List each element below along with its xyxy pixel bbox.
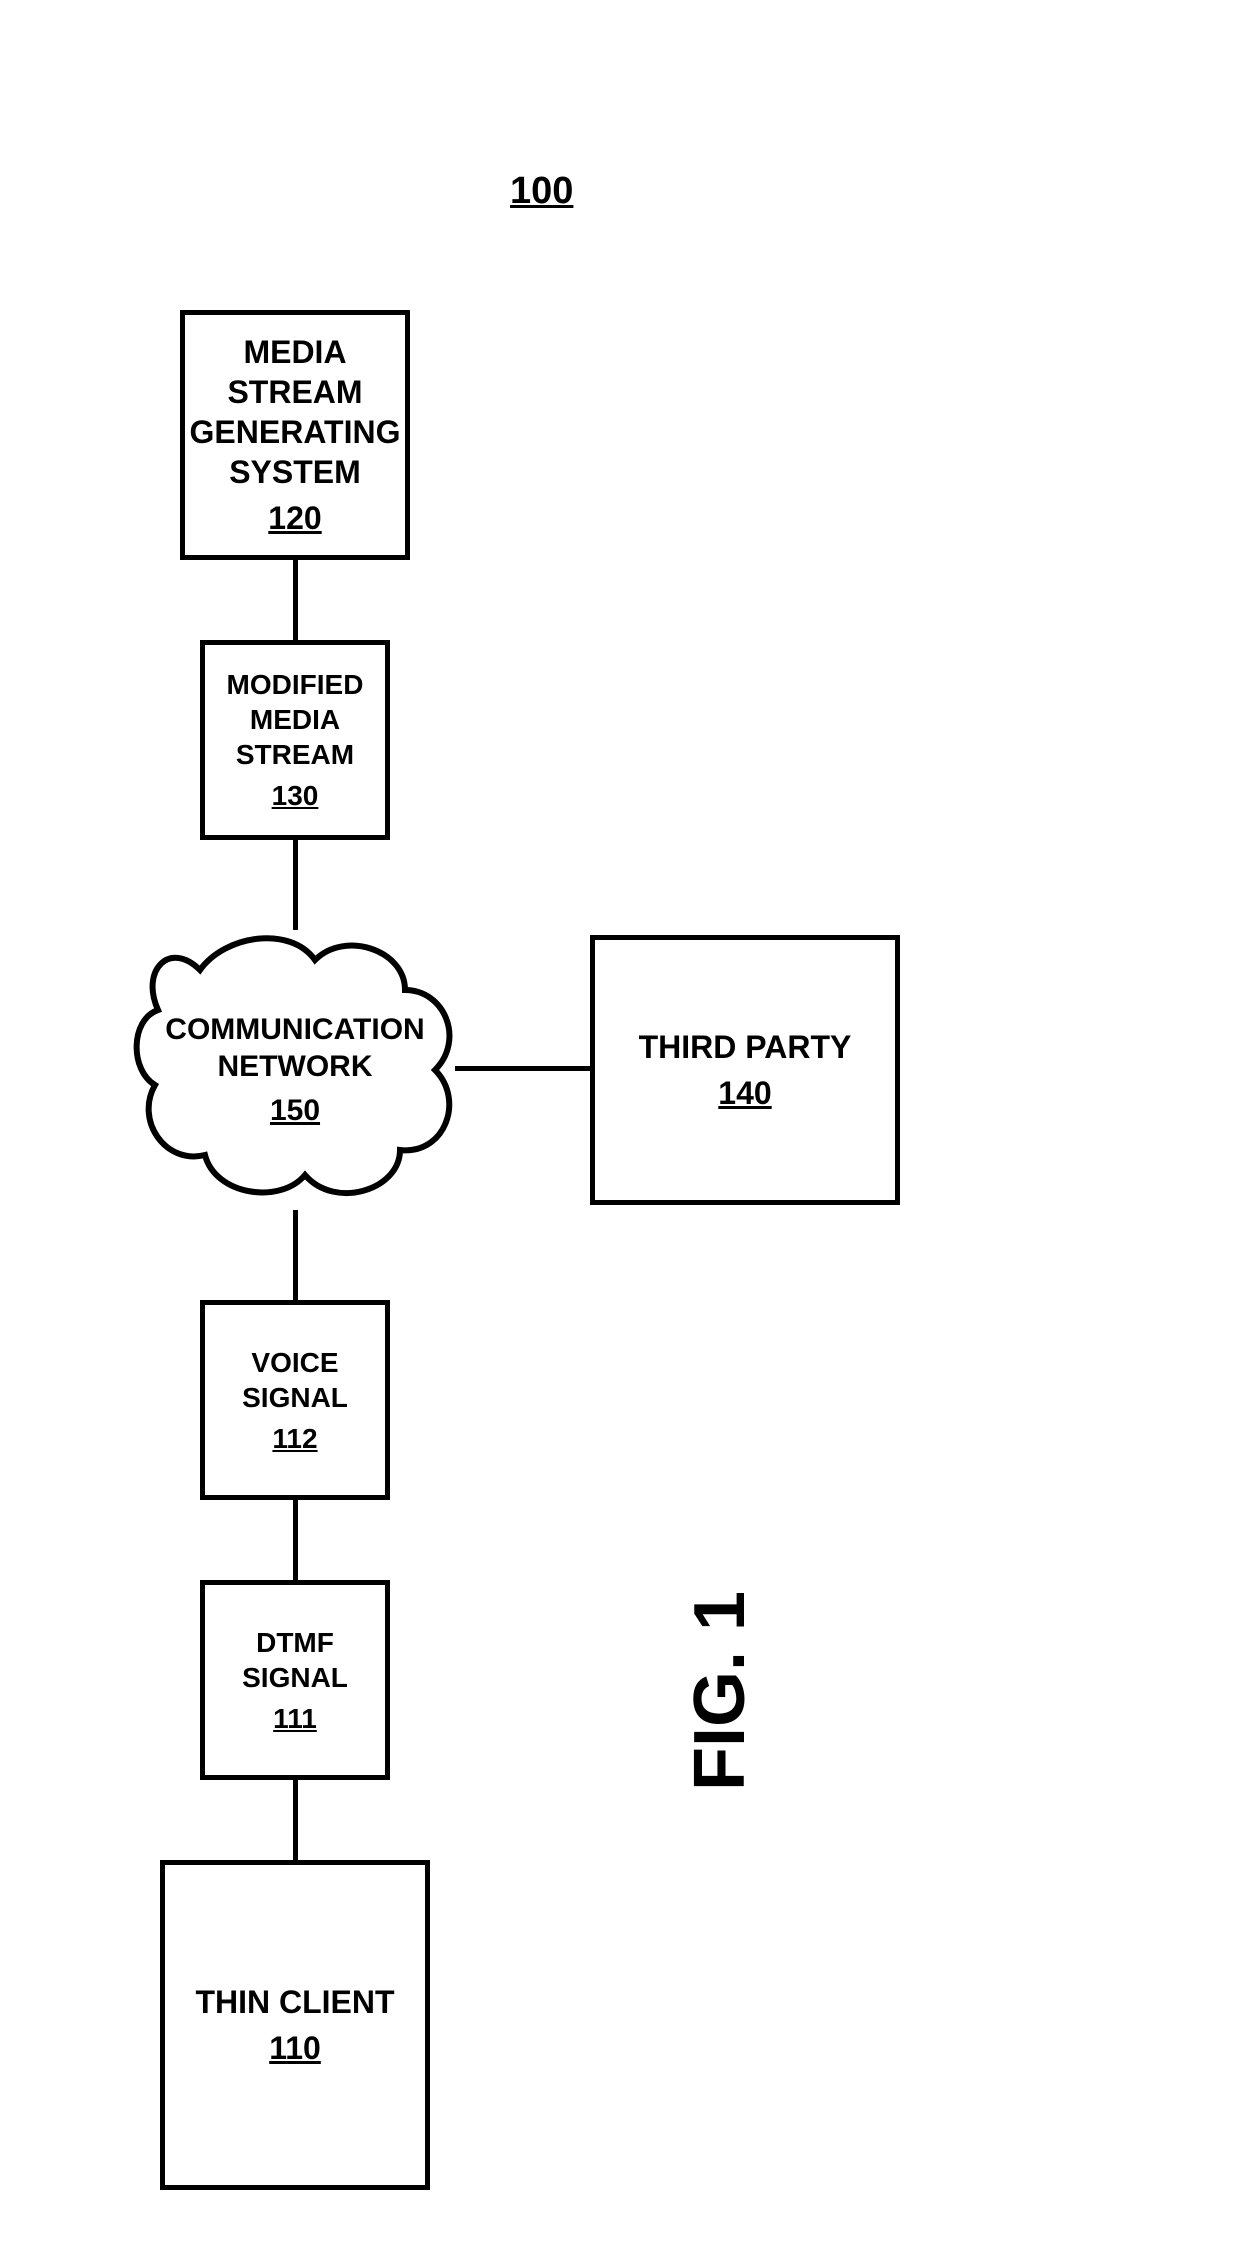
node-number: 112: [272, 1421, 317, 1456]
node-label: THIN CLIENT: [195, 1982, 394, 2022]
edge-cloud-to-third-party: [455, 1066, 590, 1071]
node-label: MEDIASTREAMGENERATINGSYSTEM: [190, 332, 401, 492]
edge-voice-to-dtmf: [293, 1500, 298, 1580]
edge-dtmf-to-thin-client: [293, 1780, 298, 1860]
node-number: 110: [269, 2028, 321, 2068]
node-number: 150: [270, 1092, 320, 1130]
figure-number: 100: [510, 170, 573, 213]
edge-cloud-to-voice: [293, 1210, 298, 1300]
node-label: MODIFIEDMEDIASTREAM: [227, 667, 364, 772]
node-label: DTMFSIGNAL: [242, 1625, 348, 1695]
node-third-party: THIRD PARTY 140: [590, 935, 900, 1205]
node-number: 130: [272, 778, 319, 813]
node-voice-signal: VOICESIGNAL 112: [200, 1300, 390, 1500]
node-number: 140: [718, 1073, 771, 1113]
node-label: THIRD PARTY: [639, 1027, 852, 1067]
edge-modified-to-cloud: [293, 840, 298, 930]
node-number: 120: [268, 498, 321, 538]
node-thin-client: THIN CLIENT 110: [160, 1860, 430, 2190]
diagram-canvas: 100 MEDIASTREAMGENERATINGSYSTEM 120 MODI…: [0, 0, 1240, 2258]
node-label: VOICESIGNAL: [242, 1345, 348, 1415]
edge-media-gen-to-modified: [293, 560, 298, 640]
node-number: 111: [273, 1701, 317, 1736]
node-dtmf-signal: DTMFSIGNAL 111: [200, 1580, 390, 1780]
node-communication-network-cloud: COMMUNICATIONNETWORK 150: [130, 920, 460, 1220]
node-media-stream-generating-system: MEDIASTREAMGENERATINGSYSTEM 120: [180, 310, 410, 560]
node-label: COMMUNICATIONNETWORK: [165, 1011, 424, 1086]
node-modified-media-stream: MODIFIEDMEDIASTREAM 130: [200, 640, 390, 840]
figure-caption: FIG. 1: [679, 1591, 761, 1791]
